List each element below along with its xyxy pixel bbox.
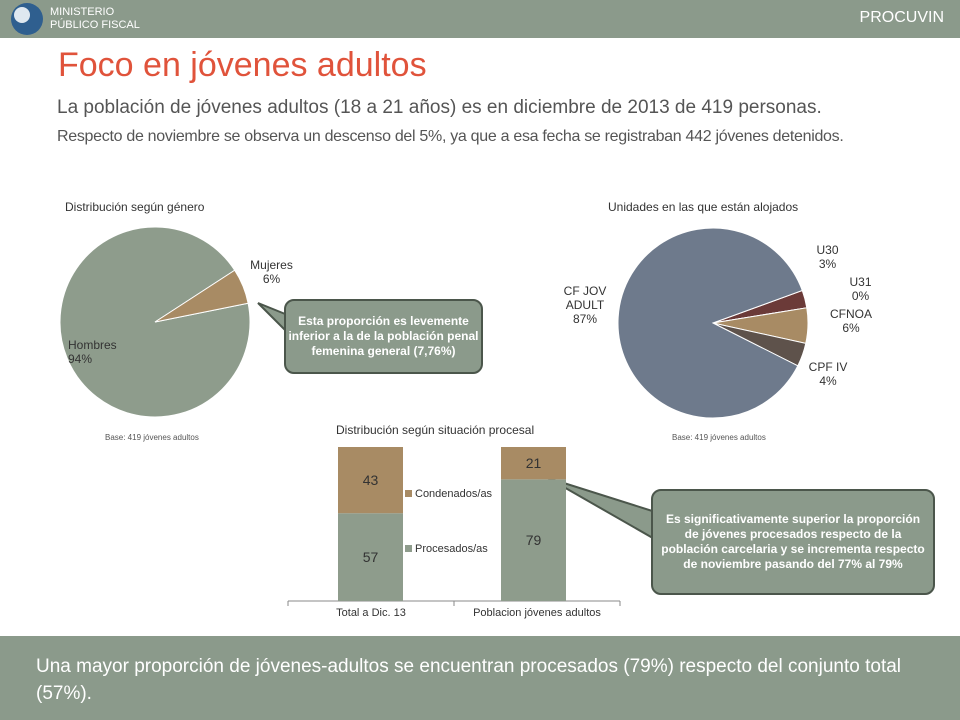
value-label: 87%: [572, 312, 598, 326]
callout-text: Es significativamente superior la propor…: [661, 512, 925, 571]
chart-title: Unidades en las que están alojados: [608, 200, 799, 214]
bar-segment: [338, 447, 403, 514]
legend-label: Procesados/as: [415, 543, 488, 555]
category-label: CFNOA: [830, 307, 872, 321]
value-label: 79: [526, 532, 542, 548]
pie-label: U30 3%: [810, 243, 845, 271]
value-label: 4%: [819, 374, 837, 388]
value-label: 6%: [262, 272, 281, 286]
header-bar: [0, 0, 960, 38]
chart-title: Distribución según situación procesal: [336, 423, 535, 437]
legend-swatch: [405, 490, 412, 497]
category-label: CPF IV: [808, 360, 848, 374]
chart-title: Distribución según género: [65, 200, 205, 214]
bar-segment: [501, 447, 566, 480]
pie-slice: [617, 227, 803, 419]
category-label: U31: [849, 275, 872, 289]
logo-inner: [14, 7, 30, 23]
value-label: 0%: [851, 289, 870, 303]
callout-box: [284, 299, 483, 374]
category-label: U30: [816, 243, 839, 257]
legend-label: Condenados/as: [415, 488, 493, 500]
brand: PROCUVIN: [859, 9, 944, 26]
value-label: 57: [363, 549, 379, 565]
footer-text: Una mayor proporción de jóvenes-adultos …: [36, 656, 902, 704]
org-line: PÚBLICO FISCAL: [50, 19, 140, 31]
category-label: Mujeres: [250, 258, 293, 272]
pie-slice: [154, 269, 249, 323]
pie-label: CFNOA 6%: [826, 307, 876, 335]
chart-note: Base: 419 jóvenes adultos: [672, 433, 766, 442]
value-label: 94%: [68, 352, 93, 366]
pie-label: CPF IV 4%: [803, 360, 853, 388]
lead: La población de jóvenes adultos (18 a 21…: [57, 97, 822, 118]
bar-segment: [338, 513, 403, 601]
callout-box: [651, 489, 935, 595]
category-label: CF JOV ADULT: [563, 284, 607, 312]
pie-label: U31 0%: [843, 275, 878, 303]
pie-label: CF JOV ADULT 87%: [555, 284, 615, 326]
value-label: 3%: [818, 257, 837, 271]
callout-text: Esta proporción es levemente inferior a …: [288, 314, 479, 358]
pie-label: Mujeres 6%: [244, 258, 299, 286]
category-label: Hombres: [68, 338, 117, 352]
chart-note: Base: 419 jóvenes adultos: [105, 433, 199, 442]
value-label: 6%: [842, 321, 860, 335]
pie-label: Hombres 94%: [68, 338, 138, 366]
x-tick-label: Total a Dic. 13: [336, 607, 406, 619]
org: MINISTERIO PÚBLICO FISCAL: [50, 6, 140, 32]
value-label: 43: [363, 472, 379, 488]
body: Respecto de noviembre se observa un desc…: [57, 128, 844, 145]
x-tick-label: Poblacion jóvenes adultos: [473, 607, 601, 619]
bar-segment: [501, 479, 566, 601]
value-label: 21: [526, 455, 542, 471]
footer-bar: [0, 636, 960, 720]
legend-swatch: [405, 545, 412, 552]
org-line: MINISTERIO: [50, 6, 115, 18]
title: Foco en jóvenes adultos: [58, 46, 427, 84]
